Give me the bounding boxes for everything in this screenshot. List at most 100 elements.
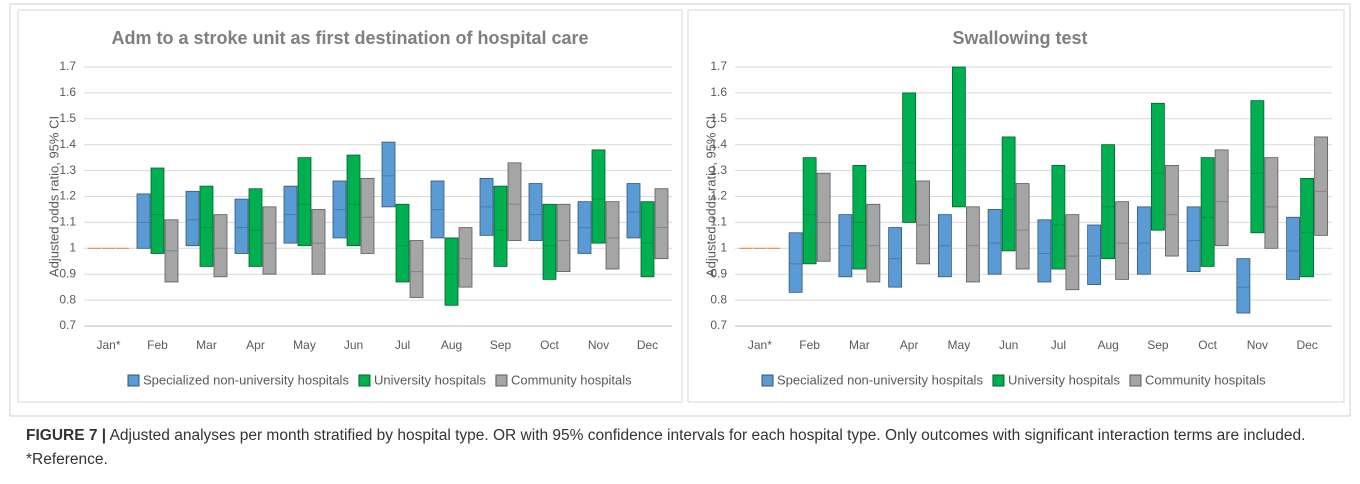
y-tick-label: 0.7	[710, 318, 727, 332]
ci-bar	[965, 206, 980, 283]
y-tick-label: 1.3	[59, 163, 76, 177]
x-tick-label: Aug	[441, 338, 462, 352]
y-tick-label: 1.3	[710, 163, 727, 177]
ci-bar	[493, 185, 508, 267]
y-tick-label: 0.8	[710, 292, 727, 306]
caption: FIGURE 7 | Adjusted analyses per month s…	[26, 424, 1326, 472]
legend-swatch	[1129, 374, 1142, 387]
ci-bar	[297, 157, 312, 247]
ci-bar	[888, 227, 903, 288]
ci-bar	[409, 240, 424, 298]
legend-label: Specialized non-university hospitals	[777, 372, 983, 387]
x-tick-label: Nov	[588, 338, 609, 352]
ci-bar	[458, 227, 473, 288]
ci-bar	[1200, 157, 1215, 267]
x-tick-label: Apr	[246, 338, 265, 352]
ci-bar	[542, 203, 557, 280]
y-tick-label: 1.7	[59, 59, 76, 73]
ci-bar	[626, 183, 641, 239]
legend-swatch	[992, 374, 1005, 387]
x-tick-label: Jul	[395, 338, 410, 352]
x-tick-label: Dec	[1296, 338, 1317, 352]
legend-swatch	[127, 374, 140, 387]
legend-label: Community hospitals	[1145, 372, 1266, 387]
x-tick-label: Sep	[1147, 338, 1169, 352]
ci-bar	[213, 214, 228, 278]
ci-bar	[395, 203, 410, 283]
ci-bar	[346, 154, 361, 247]
x-tick-label: Feb	[799, 338, 820, 352]
ci-bar	[1087, 224, 1102, 285]
y-tick-label: 1.1	[710, 215, 727, 229]
x-tick-label: Jan*	[748, 338, 772, 352]
ci-bar	[1136, 206, 1151, 275]
x-tick-label: Apr	[900, 338, 919, 352]
x-tick-label: Jul	[1051, 338, 1066, 352]
x-tick-label: Jun	[999, 338, 1018, 352]
y-tick-label: 1.7	[710, 59, 727, 73]
caption-text: Adjusted analyses per month stratified b…	[26, 427, 1306, 468]
ci-bar	[1286, 216, 1301, 280]
ci-bar	[802, 157, 817, 265]
y-tick-label: 1.4	[59, 137, 76, 151]
ci-bar	[1186, 206, 1201, 273]
ci-bar	[951, 66, 966, 208]
ci-bar	[902, 92, 917, 223]
ci-bar	[507, 162, 522, 241]
y-tick-label: 1.2	[710, 189, 727, 203]
ci-bar	[1065, 214, 1080, 291]
chart-border	[687, 9, 1345, 403]
ci-bar	[1250, 100, 1265, 234]
chart-title: Adm to a stroke unit as first destinatio…	[111, 28, 588, 48]
y-tick-label: 1.6	[710, 85, 727, 99]
legend-swatch	[761, 374, 774, 387]
ci-bar	[234, 198, 249, 254]
x-tick-label: Feb	[147, 338, 168, 352]
ci-bar	[1037, 219, 1052, 283]
ci-bar	[866, 203, 881, 283]
x-tick-label: Mar	[849, 338, 870, 352]
x-tick-label: May	[293, 338, 316, 352]
ci-bar	[916, 180, 931, 265]
ci-bar	[1300, 177, 1315, 278]
ci-bar	[605, 201, 620, 270]
ci-bar	[1115, 201, 1130, 280]
y-tick-label: 1.4	[710, 137, 727, 151]
ci-bar	[248, 188, 263, 267]
ci-bar	[199, 185, 214, 267]
y-tick-label: 0.8	[59, 292, 76, 306]
figure: Adm to a stroke unit as first destinatio…	[9, 3, 1351, 417]
y-tick-label: 0.9	[710, 266, 727, 280]
y-tick-label: 1.1	[59, 215, 76, 229]
legend-label: University hospitals	[1008, 372, 1120, 387]
figure-border	[9, 3, 1351, 417]
chart-border	[17, 9, 683, 403]
ci-bar	[1015, 183, 1030, 270]
ci-bar	[1164, 165, 1179, 257]
ci-bar	[528, 183, 543, 241]
x-tick-label: Jan*	[96, 338, 120, 352]
ci-bar	[1001, 136, 1016, 252]
ci-bar	[1101, 144, 1116, 260]
legend-label: Specialized non-university hospitals	[143, 372, 349, 387]
ci-bar	[262, 206, 277, 275]
y-tick-label: 1	[720, 240, 727, 254]
ci-bar	[1314, 136, 1329, 236]
y-tick-label: 1	[69, 240, 76, 254]
ci-bar	[591, 149, 606, 244]
y-axis-label: Adjusted odds ratio, 95% CI	[703, 116, 718, 277]
x-tick-label: May	[948, 338, 971, 352]
ci-bar	[185, 190, 200, 247]
x-tick-label: Jun	[344, 338, 363, 352]
y-tick-label: 0.7	[59, 318, 76, 332]
y-tick-label: 1.6	[59, 85, 76, 99]
ci-bar	[556, 203, 571, 273]
ci-bar	[1051, 165, 1066, 270]
ci-bar	[150, 167, 165, 254]
ci-bar	[136, 193, 151, 249]
ci-bar	[987, 209, 1002, 275]
ci-bar	[444, 237, 459, 306]
x-tick-label: Oct	[540, 338, 559, 352]
x-tick-label: Sep	[490, 338, 512, 352]
ci-bar	[788, 232, 803, 293]
